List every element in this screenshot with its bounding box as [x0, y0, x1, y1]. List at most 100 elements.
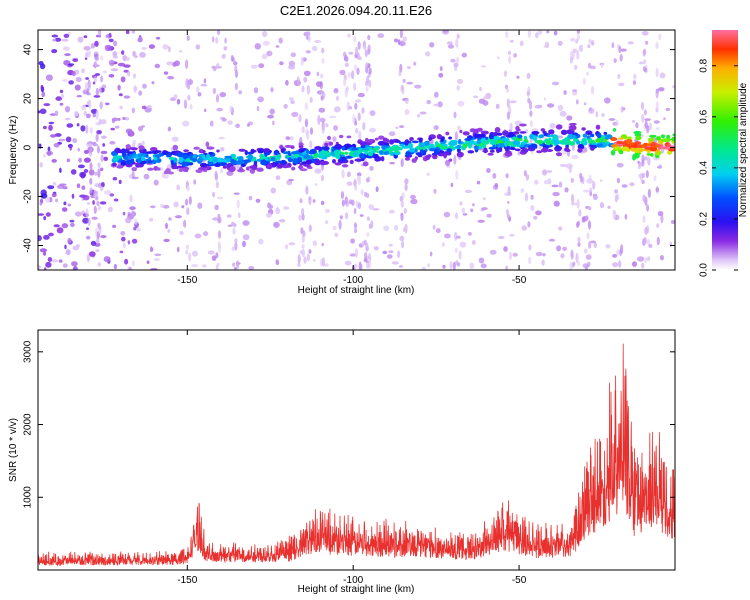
spectrogram-ridge-blob	[282, 164, 290, 169]
spectrogram-ridge-blob	[430, 144, 435, 148]
spectrogram-noise-blob	[498, 235, 505, 240]
spectrogram-ridge-blob	[328, 141, 334, 146]
snr-y-label: SNR (10 * v/v)	[8, 418, 19, 482]
spectrogram-noise-blob	[394, 38, 399, 43]
spectrogram-streak-blob	[455, 170, 459, 180]
spectrogram-ridge-blob	[378, 150, 384, 154]
spectrogram-noise-blob	[226, 214, 232, 218]
spectrogram-noise-blob	[648, 243, 653, 248]
spectrogram-streak-blob	[582, 217, 586, 223]
spectrogram-noise-blob	[193, 179, 197, 185]
spectrogram-ridge-blob	[582, 140, 588, 146]
spectrogram-noise-blob	[110, 68, 119, 72]
spectrogram-noise-blob	[233, 192, 240, 195]
spectrogram-noise-blob	[59, 167, 62, 174]
spectrogram-noise-blob	[83, 46, 91, 51]
spectrogram-noise-blob	[233, 267, 237, 270]
spectrogram-noise-blob	[61, 207, 68, 212]
spectrogram-noise-blob	[111, 117, 119, 122]
spectrogram-streak-blob	[217, 243, 222, 253]
spectrogram-ridge-blob	[585, 130, 593, 135]
spectrogram-noise-blob	[321, 200, 325, 206]
spectrogram-ridge-blob	[405, 151, 411, 157]
spectrogram-noise-blob	[248, 266, 255, 270]
spectrogram-ridge-blob	[116, 165, 124, 169]
spectrogram-ridge-blob	[436, 134, 443, 140]
spectrogram-ridge-blob	[464, 138, 472, 141]
spectrogram-noise-blob	[138, 90, 143, 96]
spectrogram-streak-blob	[234, 69, 239, 79]
spectrogram-streak-blob	[588, 174, 592, 183]
spectrogram-noise-blob	[523, 170, 528, 177]
spectrogram-noise-blob	[471, 240, 476, 245]
spectrogram-noise-blob	[59, 183, 67, 186]
spectrogram-noise-blob	[305, 50, 311, 54]
spectrogram-streak-blob	[89, 147, 93, 157]
spectrogram-ridge-blob	[428, 136, 432, 141]
spectrogram-ridge-blob	[303, 154, 311, 160]
spectrogram-ridge-blob	[487, 152, 494, 156]
spectrogram-streak-blob	[340, 191, 345, 200]
spectrogram-noise-blob	[308, 249, 312, 254]
spectrogram-noise-blob	[149, 246, 153, 253]
spectrogram-streak-blob	[353, 82, 357, 92]
spectrogram-ridge-blob	[166, 154, 170, 158]
spectrogram-noise-blob	[399, 125, 405, 128]
snr-x-tick-label: -100	[343, 575, 363, 586]
spectrogram-noise-blob	[653, 120, 660, 124]
spectrogram-noise-blob	[176, 98, 181, 105]
spectrogram-ridge-blob	[264, 160, 270, 165]
spectrogram-ridge-blob	[539, 134, 544, 139]
spectrogram-ridge-blob	[498, 146, 503, 153]
spectrogram-streak-blob	[576, 33, 580, 42]
spectrogram-noise-blob	[372, 208, 380, 211]
spectrogram-ridge-blob	[275, 160, 283, 164]
spectrogram-noise-blob	[621, 184, 628, 188]
spectrogram-streak-blob	[297, 262, 301, 267]
spectrogram-ridge-blob	[239, 166, 243, 172]
spectrogram-streak-blob	[620, 106, 624, 113]
spectrogram-noise-blob	[383, 225, 390, 232]
spectrogram-ridge-blob	[605, 134, 613, 139]
spectrogram-streak-blob	[89, 127, 93, 134]
spectrogram-noise-blob	[329, 115, 337, 119]
spectrogram-noise-blob	[65, 249, 71, 256]
spectrogram-noise-blob	[389, 209, 395, 214]
spectrogram-ridge-blob	[446, 148, 453, 153]
spectrogram-noise-blob	[242, 234, 250, 241]
spectrogram-ridge-blob	[532, 135, 538, 141]
spectrogram-streak-blob	[643, 236, 647, 245]
spectrogram-noise-blob	[543, 180, 549, 185]
spectrogram-noise-blob	[47, 146, 51, 152]
spectrogram-streak-blob	[214, 170, 218, 179]
spectrogram-noise-blob	[62, 263, 68, 268]
spectrogram-streak-blob	[588, 107, 593, 112]
spectrogram-noise-blob	[333, 88, 339, 94]
spectrogram-streak-blob	[98, 182, 102, 188]
spectrogram-streak-blob	[321, 124, 325, 134]
spectrogram-noise-blob	[69, 219, 75, 223]
spectrogram-ridge-blob	[359, 153, 365, 159]
spectrogram-ridge-blob	[632, 153, 640, 159]
spectrogram-noise-blob	[637, 256, 645, 262]
snr-y-tick-label: 1000	[23, 486, 34, 509]
spectrogram-streak-blob	[404, 183, 408, 191]
spectrogram-streak-blob	[591, 39, 595, 46]
spectrogram-streak-blob	[354, 248, 359, 258]
spectrogram-noise-blob	[197, 92, 202, 97]
spectrogram-ridge-blob	[656, 136, 661, 141]
spectrogram-ridge-blob	[351, 147, 359, 151]
spectrogram-streak-blob	[579, 175, 583, 183]
spectrogram-ridge-blob	[630, 147, 637, 152]
spectrogram-noise-blob	[566, 115, 573, 121]
spectrogram-ridge-blob	[276, 163, 284, 169]
spectrogram-noise-blob	[478, 257, 485, 264]
spectrogram-streak-blob	[134, 218, 138, 225]
spectrogram-noise-blob	[562, 246, 568, 251]
spectrogram-noise-blob	[191, 264, 199, 268]
spectrogram-noise-blob	[167, 75, 175, 80]
spectrogram-noise-blob	[312, 259, 316, 262]
spectrogram-noise-blob	[122, 242, 126, 249]
spectrogram-noise-blob	[61, 38, 69, 42]
spectrogram-streak-blob	[351, 70, 355, 80]
